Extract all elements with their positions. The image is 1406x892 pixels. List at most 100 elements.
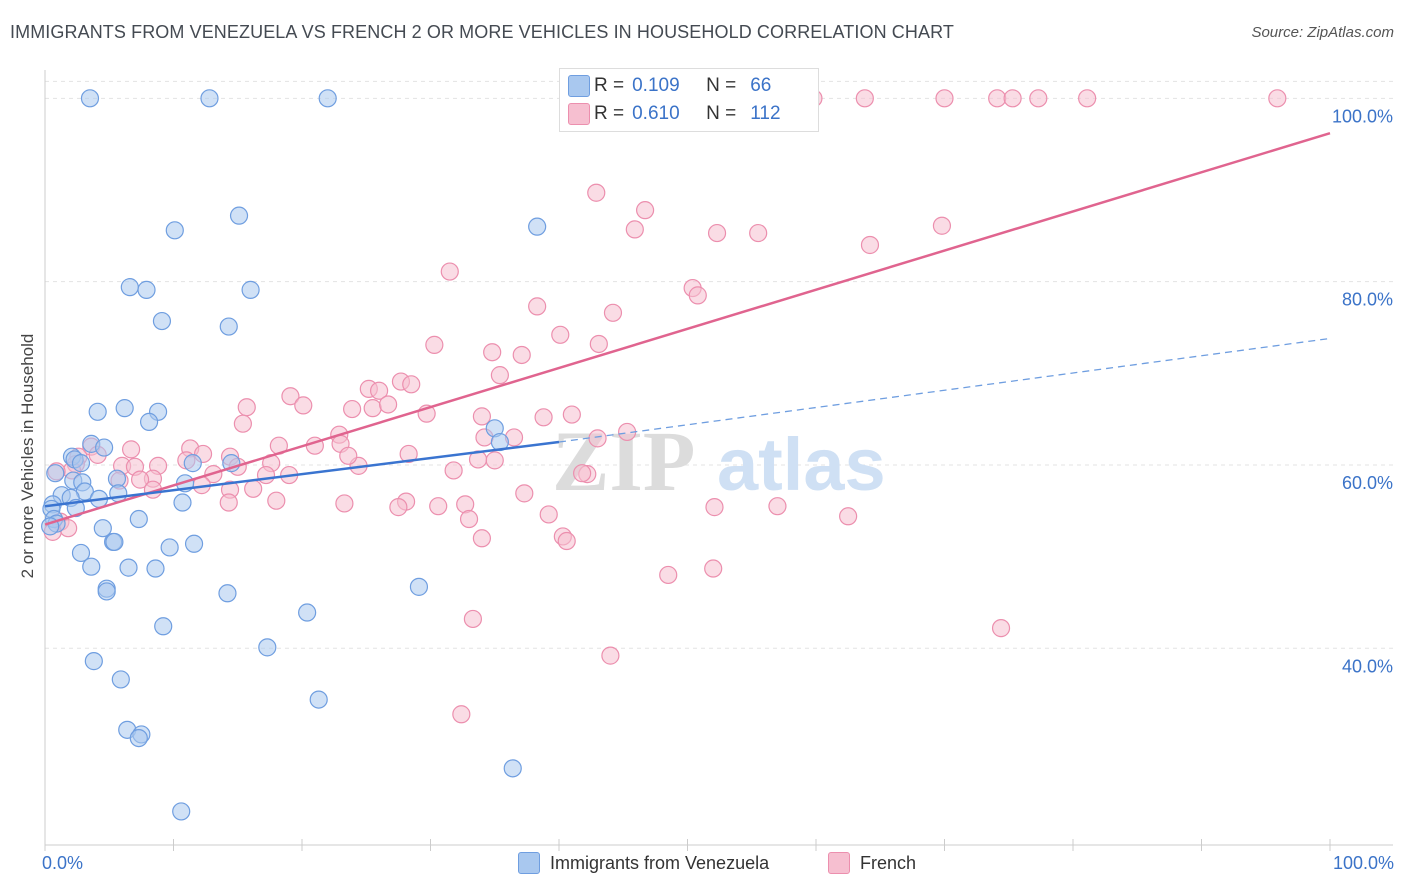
- venezuela-point-45: [160, 538, 179, 557]
- venezuela-point-62: [129, 728, 148, 748]
- venezuela-point-4: [229, 206, 249, 225]
- french-point-77: [244, 479, 263, 498]
- french-point-89: [389, 498, 408, 517]
- french-point-33: [281, 387, 300, 406]
- french-point-109: [659, 565, 678, 585]
- venezuela-point-20: [183, 454, 202, 473]
- french-point-91: [839, 507, 858, 526]
- french-point-24: [589, 334, 608, 354]
- french-point-9: [1078, 89, 1097, 108]
- y-tick-label-2: 80.0%: [1342, 290, 1393, 310]
- french-point-90: [705, 498, 724, 517]
- venezuela-point-6: [120, 278, 139, 297]
- venezuela-point-14: [139, 412, 159, 431]
- stats-legend: R = 0.109 N = 66 R = 0.610 N = 112: [559, 68, 819, 132]
- venezuela-point-65: [95, 438, 114, 457]
- french-point-73: [130, 470, 150, 489]
- french-point-108: [749, 223, 768, 243]
- source-label: Source: ZipAtlas.com: [1251, 24, 1394, 41]
- venezuela-point-10: [219, 317, 238, 336]
- french-point-14: [625, 220, 644, 239]
- french-point-100: [704, 559, 723, 578]
- legend-swatch-blue: [568, 75, 590, 97]
- french-point-70: [256, 465, 276, 485]
- venezuela-point-63: [503, 759, 522, 778]
- trend-line-venezuela: [44, 440, 560, 508]
- stats-row-venezuela: R = 0.109 N = 66: [568, 74, 772, 98]
- french-point-82: [267, 491, 286, 510]
- venezuela-point-53: [409, 577, 429, 596]
- french-point-38: [378, 395, 398, 414]
- y-tick-label-0: 40.0%: [1342, 656, 1393, 676]
- y-tick-labels: 40.0% 60.0% 80.0% 100.0%: [1332, 106, 1393, 676]
- series-french-points: [43, 89, 1287, 724]
- french-point-15: [707, 223, 727, 243]
- legend-label-french: French: [860, 852, 917, 873]
- r-label: R =: [594, 75, 625, 96]
- french-point-34: [294, 396, 313, 415]
- french-point-101: [463, 609, 483, 629]
- n-value: 66: [750, 75, 772, 96]
- y-tick-label-1: 60.0%: [1342, 473, 1393, 493]
- french-point-6: [935, 89, 954, 108]
- legend-label-venezuela: Immigrants from Venezuela: [550, 852, 770, 873]
- venezuela-point-7: [137, 280, 156, 299]
- venezuela-point-23: [46, 464, 65, 483]
- french-point-98: [472, 529, 491, 548]
- french-point-49: [121, 440, 141, 459]
- french-point-30: [402, 375, 421, 394]
- venezuela-point-44: [184, 534, 204, 553]
- french-point-26: [512, 345, 531, 365]
- french-point-18: [440, 262, 459, 281]
- french-point-32: [370, 381, 389, 400]
- french-point-92: [459, 509, 479, 529]
- french-point-88: [219, 493, 238, 512]
- venezuela-point-38: [129, 509, 148, 529]
- venezuela-point-33: [173, 493, 192, 512]
- french-point-102: [991, 619, 1011, 638]
- venezuela-point-47: [82, 557, 101, 576]
- venezuela-point-46: [71, 543, 91, 563]
- french-point-22: [603, 303, 623, 322]
- venezuela-point-41: [93, 519, 112, 538]
- r-label: R =: [594, 103, 625, 124]
- y-tick-label-3: 100.0%: [1332, 106, 1393, 126]
- venezuela-point-22: [71, 454, 91, 473]
- french-point-36: [343, 399, 362, 419]
- trend-line-french: [44, 131, 1331, 526]
- french-point-5: [855, 89, 874, 108]
- stats-row-french: R = 0.610 N = 112: [568, 102, 781, 126]
- venezuela-point-9: [152, 311, 172, 331]
- french-point-99: [557, 531, 576, 551]
- legend-item-french: French: [828, 852, 916, 874]
- french-point-20: [688, 286, 707, 305]
- x-tick-label-min: 0.0%: [42, 853, 84, 873]
- french-point-86: [429, 497, 448, 516]
- french-point-103: [601, 646, 620, 665]
- french-point-79: [399, 444, 418, 464]
- french-point-35: [237, 398, 256, 417]
- legend-swatch-pink: [568, 103, 590, 125]
- r-value: 0.109: [632, 75, 680, 96]
- french-point-85: [335, 494, 354, 513]
- venezuela-point-5: [528, 217, 547, 236]
- legend-swatch-blue: [518, 852, 540, 874]
- chart-title: IMMIGRANTS FROM VENEZUELA VS FRENCH 2 OR…: [10, 22, 954, 42]
- french-point-84: [515, 484, 534, 503]
- french-point-17: [860, 235, 880, 255]
- venezuela-point-0: [200, 89, 219, 108]
- french-point-41: [534, 408, 553, 427]
- n-value: 112: [750, 103, 781, 124]
- venezuela-point-56: [84, 652, 103, 671]
- n-label: N =: [706, 75, 737, 96]
- french-point-107: [339, 446, 358, 465]
- french-point-27: [483, 343, 502, 362]
- r-value: 0.610: [632, 103, 680, 124]
- venezuela-point-8: [241, 280, 260, 299]
- french-point-11: [1029, 89, 1048, 108]
- x-tick-label-max: 100.0%: [1332, 853, 1394, 873]
- series-venezuela-points: [41, 89, 547, 821]
- venezuela-point-64: [172, 802, 191, 821]
- french-point-12: [587, 183, 606, 202]
